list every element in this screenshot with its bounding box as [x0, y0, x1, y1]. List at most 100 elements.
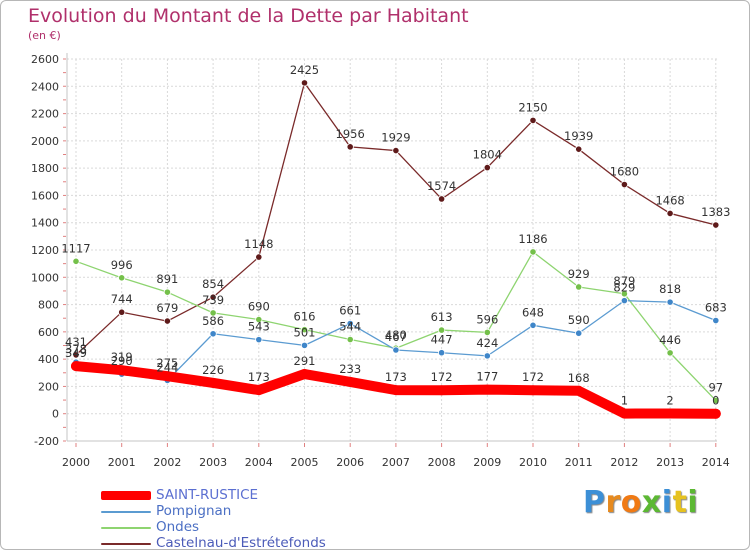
x-tick-label: 2002: [153, 456, 181, 469]
legend-swatch: [101, 511, 151, 513]
data-label-ondes: 891: [156, 272, 178, 286]
x-tick-label: 2012: [610, 456, 638, 469]
data-label-castelnau-d-estr-tefonds: 1939: [564, 129, 593, 143]
data-label-saint-rustice: 0: [712, 394, 719, 408]
x-tick-label: 2014: [702, 456, 730, 469]
logo-letter: x: [641, 485, 662, 520]
chart-title: Evolution du Montant de la Dette par Hab…: [28, 5, 469, 27]
data-point-ondes: [483, 328, 491, 337]
legend-label: Ondes: [156, 519, 200, 535]
data-label-ondes: 879: [613, 274, 635, 288]
y-tick-label: 2200: [31, 108, 59, 121]
data-point-castelnau-d-estr-tefonds: [666, 209, 674, 218]
data-point-saint-rustice: [390, 385, 401, 396]
data-label-saint-rustice: 173: [385, 370, 407, 384]
data-label-saint-rustice: 173: [248, 370, 270, 384]
data-point-saint-rustice: [345, 376, 356, 387]
data-label-saint-rustice: 233: [339, 362, 361, 376]
data-point-castelnau-d-estr-tefonds: [620, 180, 629, 189]
logo-letter: r: [605, 485, 621, 520]
y-tick-label: -200: [34, 435, 59, 448]
data-label-castelnau-d-estr-tefonds: 1680: [610, 165, 639, 179]
data-point-saint-rustice: [116, 365, 127, 376]
data-point-castelnau-d-estr-tefonds: [712, 221, 720, 229]
data-label-pompignan: 424: [476, 336, 498, 350]
data-point-pompignan: [666, 298, 674, 306]
data-point-pompignan: [255, 336, 263, 344]
data-point-saint-rustice: [253, 385, 264, 396]
legend-swatch: [101, 543, 151, 545]
logo-letter: i: [687, 485, 699, 520]
data-label-pompignan: 501: [294, 325, 316, 339]
y-tick-label: 2600: [31, 53, 59, 66]
data-point-ondes: [163, 288, 171, 296]
data-point-castelnau-d-estr-tefonds: [575, 145, 583, 153]
data-point-castelnau-d-estr-tefonds: [300, 79, 309, 87]
data-point-saint-rustice: [528, 385, 538, 396]
data-point-saint-rustice: [299, 369, 310, 380]
data-label-ondes: 929: [568, 267, 590, 281]
y-tick-label: 1200: [31, 244, 59, 257]
data-label-ondes: 613: [431, 310, 453, 324]
data-label-pompignan: 543: [248, 320, 270, 334]
data-label-pompignan: 648: [522, 305, 544, 319]
logo-letter: o: [620, 485, 642, 520]
y-tick-label: 600: [38, 326, 59, 339]
data-point-saint-rustice: [665, 408, 676, 419]
data-point-ondes: [118, 274, 126, 282]
data-point-castelnau-d-estr-tefonds: [483, 163, 491, 172]
x-tick-label: 2000: [62, 456, 90, 469]
data-label-castelnau-d-estr-tefonds: 1929: [381, 131, 410, 145]
data-point-saint-rustice: [436, 385, 447, 396]
y-tick-label: 2400: [31, 80, 59, 93]
x-tick-label: 2010: [519, 456, 547, 469]
data-point-ondes: [529, 248, 537, 256]
data-label-pompignan: 829: [613, 281, 635, 295]
data-label-ondes: 996: [111, 258, 133, 272]
data-label-pompignan: 378: [65, 342, 87, 356]
data-label-pompignan: 244: [156, 360, 178, 374]
grid-lines: [67, 58, 717, 442]
data-label-saint-rustice: 226: [202, 363, 224, 377]
data-point-saint-rustice: [162, 371, 173, 382]
x-tick-label: 2008: [428, 456, 456, 469]
x-tick-label: 2009: [473, 456, 501, 469]
y-tick-label: 800: [38, 299, 59, 312]
logo-letter: P: [583, 485, 606, 520]
data-label-saint-rustice: 349: [65, 346, 87, 360]
data-label-pompignan: 683: [705, 301, 727, 315]
data-label-castelnau-d-estr-tefonds: 431: [65, 335, 87, 349]
data-label-ondes: 596: [476, 312, 498, 326]
data-point-castelnau-d-estr-tefonds: [72, 351, 80, 359]
data-point-castelnau-d-estr-tefonds: [163, 317, 171, 325]
data-label-pompignan: 661: [339, 304, 361, 318]
data-label-castelnau-d-estr-tefonds: 1148: [244, 237, 273, 251]
data-point-castelnau-d-estr-tefonds: [255, 253, 263, 261]
data-point-castelnau-d-estr-tefonds: [437, 195, 446, 203]
data-label-pompignan: 290: [111, 354, 133, 368]
data-label-saint-rustice: 319: [111, 350, 133, 364]
data-point-saint-rustice: [208, 377, 219, 388]
legend-label: SAINT-RUSTICE: [156, 487, 259, 503]
data-label-saint-rustice: 275: [156, 356, 178, 370]
data-point-pompignan: [437, 349, 446, 357]
legend-swatch: [101, 527, 151, 529]
data-point-pompignan: [483, 352, 491, 360]
data-point-ondes: [346, 335, 354, 344]
data-point-ondes: [666, 349, 674, 357]
data-label-saint-rustice: 291: [294, 354, 316, 368]
data-label-castelnau-d-estr-tefonds: 679: [156, 301, 178, 315]
data-label-castelnau-d-estr-tefonds: 2150: [518, 100, 547, 114]
data-point-ondes: [209, 309, 217, 317]
legend-label: Pompignan: [156, 503, 232, 519]
data-point-pompignan: [209, 330, 217, 338]
data-point-ondes: [712, 396, 720, 405]
data-point-pompignan: [575, 329, 583, 337]
data-point-saint-rustice: [710, 408, 721, 419]
chart-subtitle: (en €): [28, 29, 61, 42]
data-point-pompignan: [392, 346, 400, 354]
x-tick-label: 2007: [382, 456, 410, 469]
data-label-castelnau-d-estr-tefonds: 1468: [655, 193, 684, 207]
